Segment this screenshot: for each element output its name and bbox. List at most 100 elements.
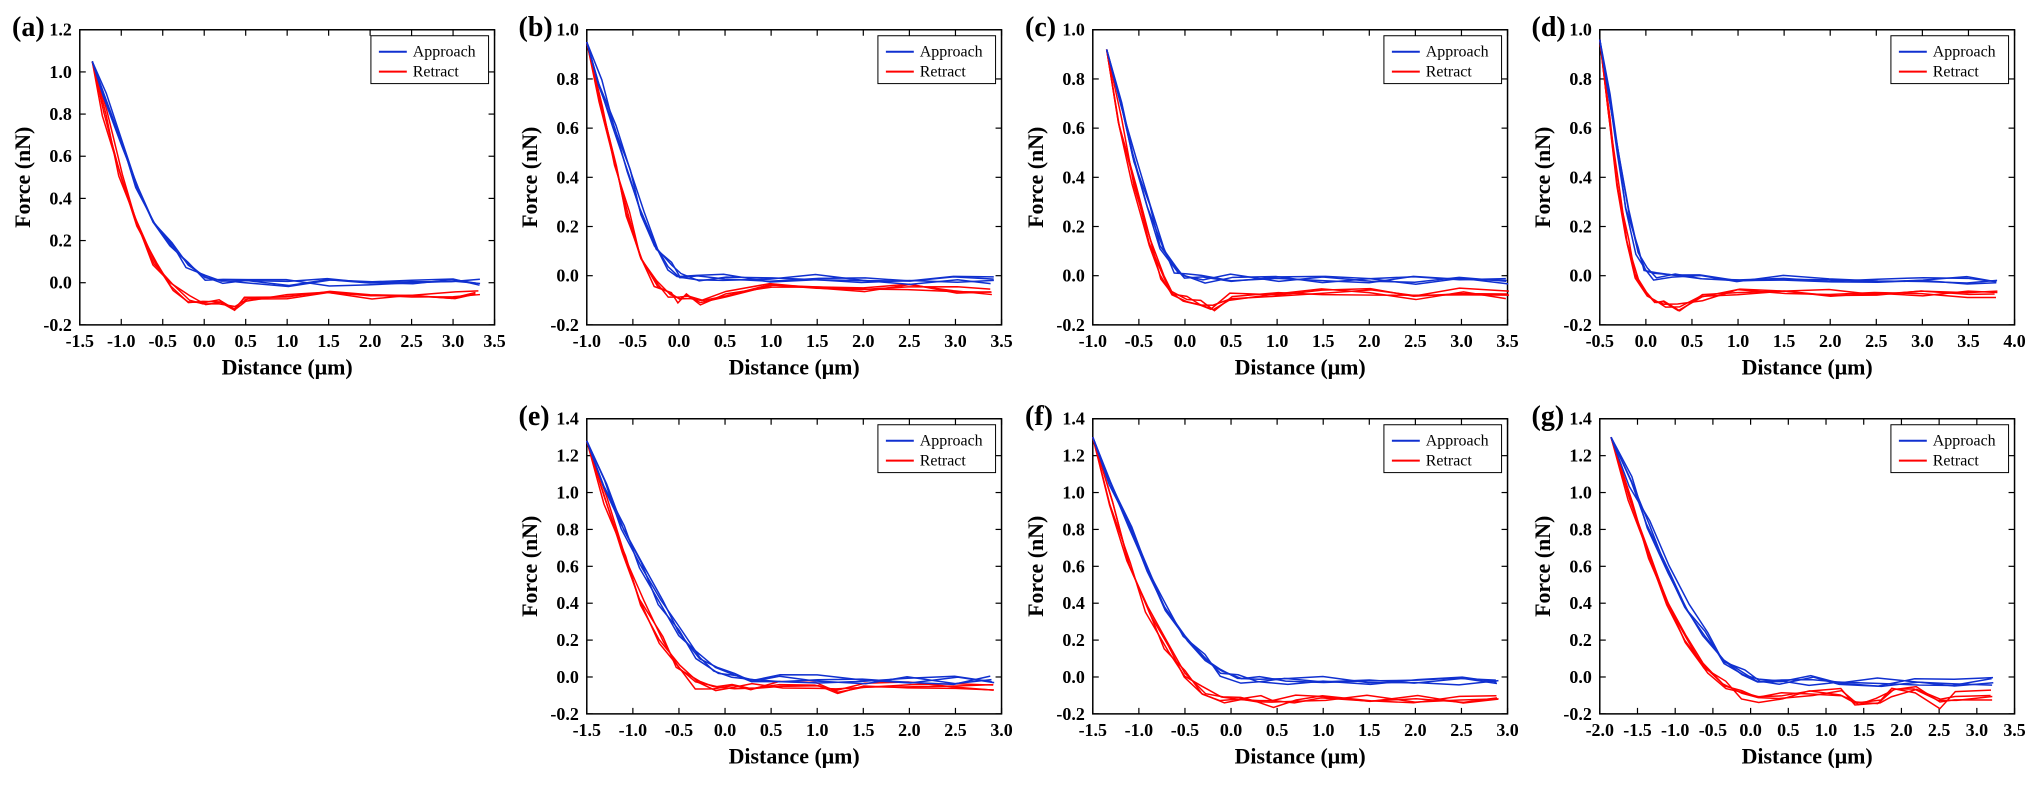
svg-text:2.0: 2.0 [852,331,874,351]
svg-text:2.5: 2.5 [1865,331,1887,351]
legend-label: Retract [1932,64,1979,81]
svg-text:1.4: 1.4 [1569,408,1591,428]
svg-text:1.5: 1.5 [805,331,827,351]
figure-grid: (a)-1.5-1.0-0.50.00.51.01.52.02.53.03.5-… [10,10,2028,779]
panel-label-a: (a) [12,12,45,44]
svg-text:0.5: 0.5 [1220,331,1242,351]
svg-text:0.2: 0.2 [556,216,578,236]
curve [92,61,478,310]
chart-g: -2.0-1.5-1.0-0.50.00.51.01.52.02.53.03.5… [1530,399,2029,780]
curve [92,61,475,306]
panel-b: (b)-1.0-0.50.00.51.01.52.02.53.03.5-0.20… [517,10,1016,391]
svg-text:0.0: 0.0 [1062,266,1084,286]
svg-text:0.2: 0.2 [1569,630,1591,650]
panel-label-d: (d) [1532,12,1566,44]
svg-text:0.8: 0.8 [1062,69,1084,89]
svg-text:0.6: 0.6 [556,118,578,138]
curve [586,42,989,300]
y-axis-label: Force (nN) [1530,515,1555,616]
svg-text:2.5: 2.5 [1450,719,1472,739]
svg-text:0.5: 0.5 [713,331,735,351]
svg-text:3.0: 3.0 [1450,331,1472,351]
chart-d: -0.50.00.51.01.52.02.53.03.54.0-0.20.00.… [1530,10,2029,391]
svg-text:2.5: 2.5 [944,719,966,739]
svg-text:1.5: 1.5 [1312,331,1334,351]
y-axis-label: Force (nN) [1530,127,1555,228]
legend-label: Retract [919,64,966,81]
curve [1107,49,1509,310]
svg-text:0.2: 0.2 [1062,630,1084,650]
curve [92,61,475,309]
svg-text:-0.5: -0.5 [1698,719,1726,739]
svg-text:0.6: 0.6 [1062,118,1084,138]
svg-text:0.4: 0.4 [49,188,71,208]
panel-g: (g)-2.0-1.5-1.0-0.50.00.51.01.52.02.53.0… [1530,399,2029,780]
svg-text:4.0: 4.0 [2003,331,2025,351]
curve [586,42,990,303]
svg-text:0.5: 0.5 [1680,331,1702,351]
chart-f: -1.5-1.0-0.50.00.51.01.52.02.53.0-0.20.0… [1023,399,1522,780]
curve [1107,49,1508,309]
legend-label: Retract [919,452,966,469]
curve [1093,437,1497,684]
svg-text:1.5: 1.5 [1358,719,1380,739]
y-axis-label: Force (nN) [1023,127,1048,228]
svg-text:0.6: 0.6 [1062,556,1084,576]
svg-text:3.0: 3.0 [442,331,464,351]
svg-text:3.0: 3.0 [990,719,1012,739]
svg-text:0.5: 0.5 [1777,719,1799,739]
svg-text:0.6: 0.6 [49,146,71,166]
svg-text:3.0: 3.0 [1965,719,1987,739]
curve [1107,49,1506,282]
svg-text:0.8: 0.8 [1569,69,1591,89]
svg-text:0.4: 0.4 [1062,593,1084,613]
x-axis-label: Distance (μm) [1741,743,1872,768]
curve [1611,437,1992,685]
legend-label: Retract [1932,452,1979,469]
svg-text:0.0: 0.0 [1634,331,1656,351]
x-axis-label: Distance (μm) [1741,355,1872,380]
svg-text:0.0: 0.0 [193,331,215,351]
svg-text:0.0: 0.0 [1062,666,1084,686]
legend-label: Retract [1426,452,1473,469]
panel-label-g: (g) [1532,401,1565,433]
svg-text:1.5: 1.5 [852,719,874,739]
svg-text:0.8: 0.8 [49,104,71,124]
svg-text:-0.2: -0.2 [550,703,578,723]
svg-text:0.0: 0.0 [1739,719,1761,739]
legend-label: Approach [1932,44,1995,61]
y-axis-label: Force (nN) [10,127,35,228]
svg-text:0.5: 0.5 [1266,719,1288,739]
svg-text:-0.5: -0.5 [664,719,692,739]
svg-text:-0.2: -0.2 [1563,703,1591,723]
x-axis-label: Distance (μm) [1235,355,1366,380]
svg-text:1.0: 1.0 [1814,719,1836,739]
svg-text:2.0: 2.0 [1358,331,1380,351]
y-axis-label: Force (nN) [517,515,542,616]
svg-text:1.0: 1.0 [276,331,298,351]
svg-text:-1.0: -1.0 [1125,719,1153,739]
curve [1107,49,1506,283]
svg-text:2.0: 2.0 [1890,719,1912,739]
svg-text:1.0: 1.0 [1569,482,1591,502]
svg-text:1.0: 1.0 [1726,331,1748,351]
svg-text:1.5: 1.5 [317,331,339,351]
curve [586,440,992,690]
svg-text:-0.5: -0.5 [1125,331,1153,351]
svg-text:1.5: 1.5 [1772,331,1794,351]
svg-text:1.5: 1.5 [1852,719,1874,739]
svg-text:2.5: 2.5 [898,331,920,351]
svg-text:2.5: 2.5 [1404,331,1426,351]
svg-text:1.0: 1.0 [556,20,578,40]
svg-text:0.0: 0.0 [556,266,578,286]
svg-text:-1.0: -1.0 [618,719,646,739]
curve [1093,437,1497,703]
chart-e: -1.5-1.0-0.50.00.51.01.52.02.53.0-0.20.0… [517,399,1016,780]
svg-text:0.2: 0.2 [1569,216,1591,236]
svg-text:0.6: 0.6 [1569,118,1591,138]
svg-text:0.8: 0.8 [556,69,578,89]
svg-text:0.2: 0.2 [1062,216,1084,236]
chart-c: -1.0-0.50.00.51.01.52.02.53.03.5-0.20.00… [1023,10,1522,391]
curve [1093,437,1499,685]
x-axis-label: Distance (μm) [728,743,859,768]
